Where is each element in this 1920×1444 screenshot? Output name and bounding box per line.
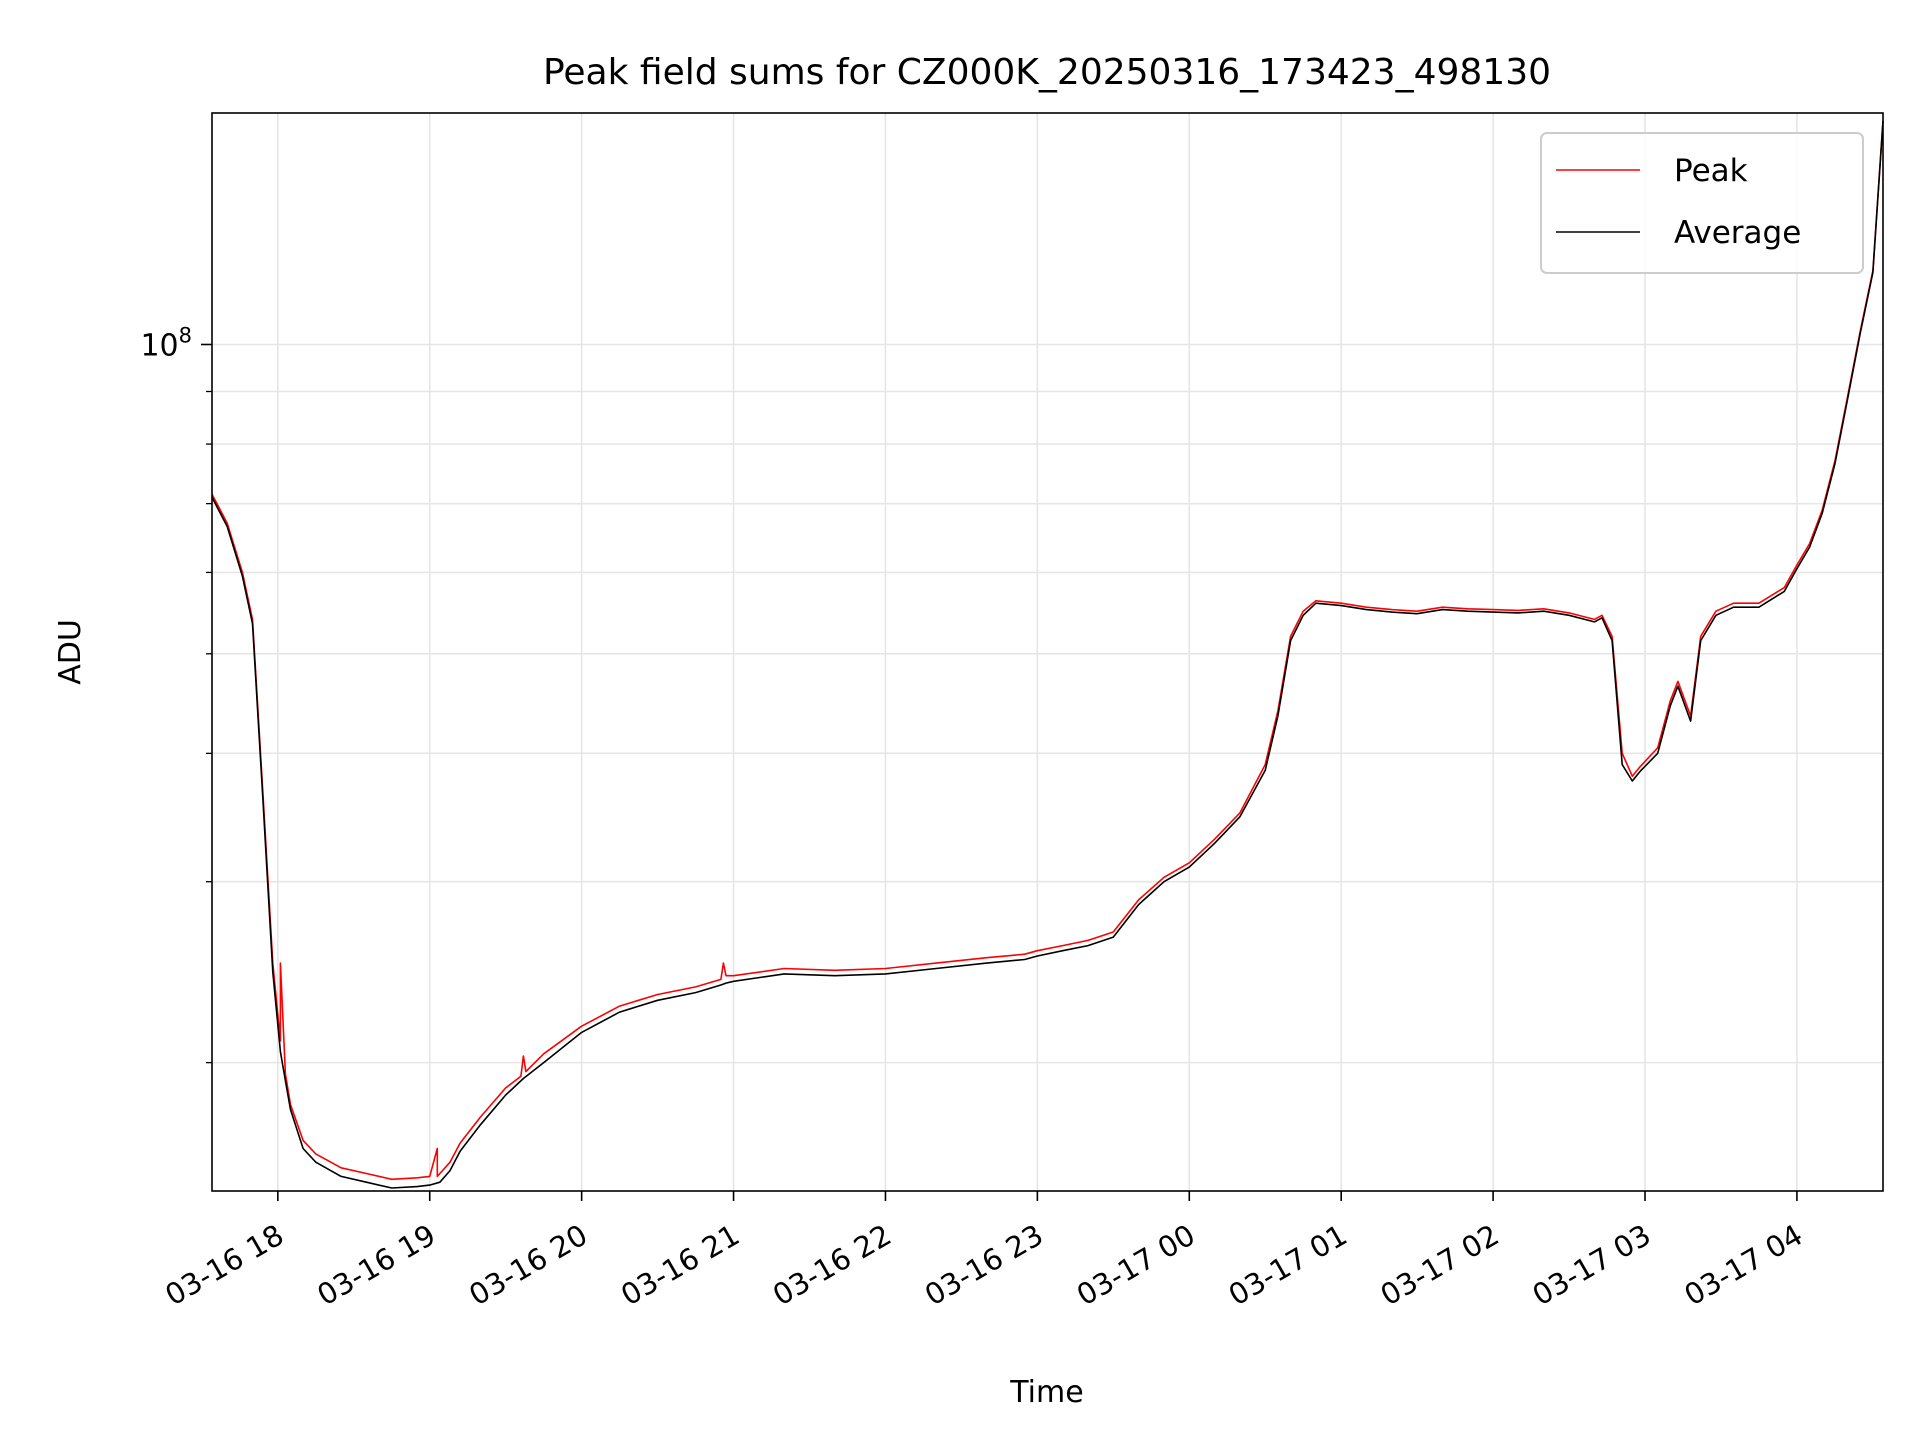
x-tick-label: 03-16 21	[615, 1218, 745, 1313]
x-tick-label: 03-16 19	[311, 1218, 441, 1313]
y-tick-label: 108	[140, 323, 192, 363]
plot-frame	[211, 112, 1884, 1192]
x-tick-label: 03-17 01	[1223, 1218, 1353, 1313]
x-tick-label: 03-16 18	[159, 1218, 289, 1313]
x-axis-label: Time	[1009, 1375, 1083, 1410]
x-tick-label: 03-16 22	[767, 1218, 897, 1313]
y-tick-label-exponent: 8	[179, 323, 192, 347]
series-line-peak	[211, 120, 1884, 1181]
x-tick-label: 03-17 02	[1375, 1218, 1505, 1313]
y-tick-label-base: 10	[140, 328, 178, 363]
legend-box	[1540, 132, 1864, 274]
x-tick-label: 03-17 00	[1071, 1218, 1201, 1313]
chart-title: Peak field sums for CZ000K_20250316_1734…	[543, 52, 1551, 93]
legend-label-peak: Peak	[1674, 153, 1748, 189]
series-lines	[211, 120, 1884, 1189]
x-tick-label: 03-16 20	[463, 1218, 593, 1313]
x-axis: 03-16 18 03-16 19 03-16 20 03-16 21 03-16 22…	[159, 1191, 1808, 1312]
legend: Peak Average	[1540, 132, 1864, 274]
grid	[212, 113, 1883, 1191]
series-line-average	[211, 120, 1884, 1189]
x-tick-label: 03-17 04	[1678, 1218, 1808, 1313]
legend-label-average: Average	[1674, 215, 1801, 251]
y-axis-label: ADU	[53, 619, 88, 685]
x-tick-label: 03-16 23	[919, 1218, 1049, 1313]
y-axis: 108	[140, 323, 212, 1064]
x-tick-label: 03-17 03	[1527, 1218, 1657, 1313]
